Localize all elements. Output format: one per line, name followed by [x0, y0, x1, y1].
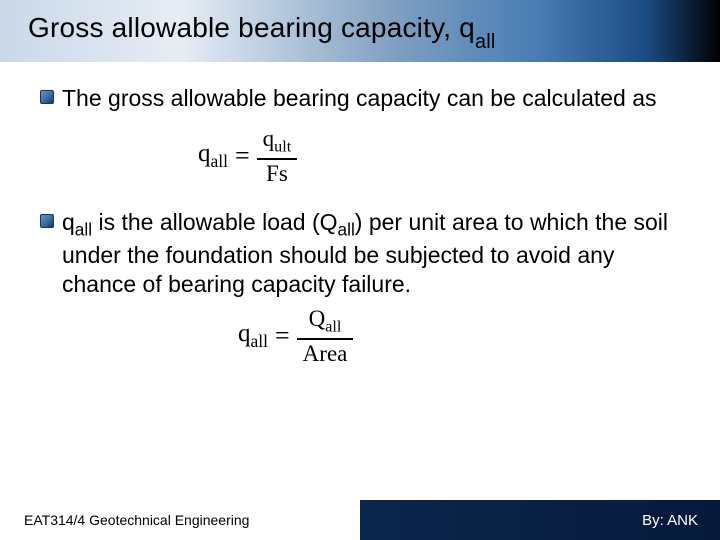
fraction-bar [297, 338, 354, 340]
equals-sign: = [235, 141, 250, 171]
equation-2-wrap: qall = Qall Area [238, 307, 353, 366]
equation-1: qall = qult Fs [40, 127, 680, 186]
eq1-left-sub: all [211, 151, 229, 171]
equals-sign: = [275, 321, 290, 351]
b2-seg-2: is the allowable load (Q [92, 209, 337, 235]
equation-2-fraction: Qall Area [297, 307, 354, 366]
eq2-numerator: Qall [303, 307, 348, 336]
equation-1-wrap: qall = qult Fs [198, 127, 297, 186]
slide-title: Gross allowable bearing capacity, qall [28, 12, 496, 50]
square-bullet-icon [40, 90, 54, 104]
title-subscript: all [475, 31, 496, 53]
eq1-left-sym: q [198, 140, 211, 167]
slide-container: Gross allowable bearing capacity, qall T… [0, 0, 720, 540]
bullet-1: The gross allowable bearing capacity can… [40, 84, 680, 113]
eq2-denominator: Area [297, 342, 354, 366]
eq1-numerator: qult [257, 127, 298, 156]
spacer [40, 200, 680, 208]
eq1-num-sub: ult [274, 138, 291, 155]
bullet-1-text: The gross allowable bearing capacity can… [62, 84, 657, 113]
equation-2-lhs: qall [238, 320, 268, 352]
equation-1-fraction: qult Fs [257, 127, 298, 186]
eq1-num-sym: q [263, 126, 275, 151]
footer: EAT314/4 Geotechnical Engineering By: AN… [0, 500, 720, 540]
eq2-num-sub: all [325, 318, 341, 335]
title-main: Gross allowable bearing capacity, q [28, 12, 475, 43]
eq1-denominator: Fs [260, 162, 294, 186]
fraction-bar [257, 158, 298, 160]
footer-right: By: ANK [360, 500, 720, 540]
equation-2: qall = Qall Area [40, 307, 680, 366]
equation-1-lhs: qall [198, 140, 228, 172]
eq2-left-sym: q [238, 320, 251, 347]
b2-sub-1: all [75, 219, 92, 239]
slide-body: The gross allowable bearing capacity can… [0, 62, 720, 366]
title-bar: Gross allowable bearing capacity, qall [0, 0, 720, 62]
eq2-num-sym: Q [309, 306, 326, 331]
bullet-2: qall is the allowable load (Qall) per un… [40, 208, 680, 299]
bullet-2-text: qall is the allowable load (Qall) per un… [62, 208, 680, 299]
b2-sub-2: all [338, 219, 355, 239]
square-bullet-icon [40, 214, 54, 228]
eq2-left-sub: all [251, 331, 269, 351]
b2-seg-1: q [62, 209, 75, 235]
footer-left: EAT314/4 Geotechnical Engineering [0, 500, 360, 540]
